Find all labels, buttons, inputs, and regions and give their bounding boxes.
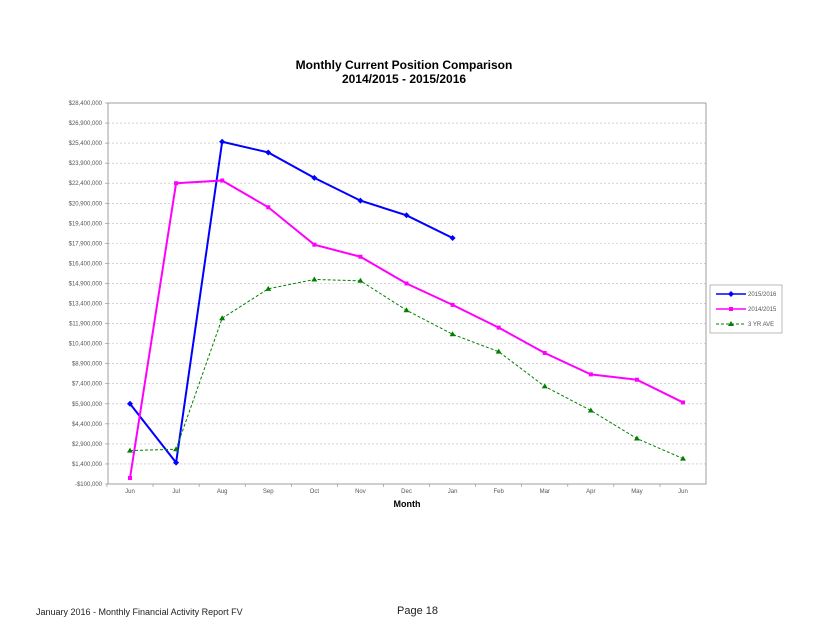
legend-marker-2014-2015 — [729, 307, 733, 311]
x-tick-label: Aug — [217, 489, 228, 495]
x-tick-label: Jan — [448, 489, 458, 495]
data-point-2015-2016 — [311, 174, 318, 181]
legend: 2015/2016 2014/2015 3 YR AVE — [709, 284, 783, 334]
footer-report-title: January 2016 - Monthly Financial Activit… — [36, 607, 243, 617]
legend-marker-2015-2016 — [728, 291, 734, 297]
data-point-3-yr-ave — [541, 383, 548, 389]
y-tick-label: $8,900,000 — [72, 362, 103, 368]
data-point-3-yr-ave — [449, 331, 456, 337]
data-point-2014-2015 — [220, 178, 225, 183]
x-tick-label: Nov — [355, 489, 366, 495]
data-point-2014-2015 — [588, 372, 593, 377]
legend-label-2015-2016: 2015/2016 — [748, 292, 777, 298]
data-point-2015-2016 — [403, 212, 410, 219]
data-point-2014-2015 — [174, 181, 179, 186]
data-point-3-yr-ave — [495, 348, 502, 354]
data-point-2014-2015 — [128, 475, 132, 480]
y-tick-label: $17,900,000 — [69, 241, 103, 247]
y-tick-label: $1,400,000 — [72, 462, 103, 468]
y-tick-label: $13,400,000 — [69, 302, 103, 308]
data-point-2015-2016 — [173, 459, 180, 466]
series-line-2014-2015 — [129, 179, 684, 479]
y-tick-label: $22,400,000 — [69, 181, 103, 187]
data-point-2015-2016 — [449, 235, 456, 242]
x-tick-label: Feb — [493, 489, 504, 495]
data-point-3-yr-ave — [173, 446, 180, 452]
data-point-2014-2015 — [266, 205, 271, 210]
chart-title: Monthly Current Position Comparison — [296, 58, 513, 72]
data-point-2015-2016 — [127, 400, 133, 407]
y-tick-label: $26,900,000 — [69, 121, 103, 127]
y-tick-label: $23,900,000 — [69, 161, 103, 167]
data-point-3-yr-ave — [403, 307, 410, 313]
data-point-2014-2015 — [681, 400, 685, 405]
y-tick-label: $4,400,000 — [72, 422, 103, 428]
plot-area — [107, 102, 707, 485]
data-point-3-yr-ave — [219, 315, 226, 321]
series-line-2015-2016 — [129, 140, 454, 466]
y-tick-label: $16,400,000 — [69, 261, 103, 267]
data-point-2014-2015 — [496, 325, 501, 330]
chart-subtitle: 2014/2015 - 2015/2016 — [342, 72, 466, 86]
data-point-3-yr-ave — [357, 277, 364, 283]
y-tick-label: $28,400,000 — [69, 101, 103, 107]
x-tick-label: Oct — [310, 489, 320, 495]
x-tick-label: Sep — [263, 489, 274, 495]
legend-label-2014-2015: 2014/2015 — [748, 307, 777, 313]
x-tick-label: Jun — [125, 489, 135, 495]
x-tick-label: Dec — [401, 489, 412, 495]
footer-page-number: Page 18 — [397, 605, 438, 617]
y-tick-label: $25,400,000 — [69, 141, 103, 147]
x-tick-label: Apr — [586, 489, 595, 495]
data-point-3-yr-ave — [587, 407, 594, 413]
y-tick-label: $5,900,000 — [72, 402, 103, 408]
data-point-2014-2015 — [542, 350, 547, 355]
y-tick-label: $19,400,000 — [69, 221, 103, 227]
data-point-2014-2015 — [450, 302, 455, 307]
y-tick-label: $20,900,000 — [69, 201, 103, 207]
data-point-3-yr-ave — [680, 455, 686, 461]
y-tick-label: $7,400,000 — [72, 382, 103, 388]
y-tick-label: -$100,000 — [75, 482, 103, 488]
x-axis-label: Month — [394, 499, 421, 509]
data-point-3-yr-ave — [127, 447, 133, 453]
data-point-2015-2016 — [265, 149, 272, 156]
data-point-2014-2015 — [312, 242, 317, 247]
data-point-2014-2015 — [358, 254, 363, 259]
data-point-3-yr-ave — [633, 435, 640, 441]
y-tick-label: $10,400,000 — [69, 342, 103, 348]
x-tick-label: Jul — [172, 489, 180, 495]
legend-label-3-yr-ave: 3 YR AVE — [748, 322, 774, 328]
legend-marker-3-yr-ave — [728, 321, 734, 326]
series-line-3-yr-ave — [129, 278, 684, 460]
x-tick-label: May — [631, 489, 642, 495]
y-tick-label: $14,900,000 — [69, 281, 103, 287]
x-tick-label: Mar — [540, 489, 550, 495]
data-point-2014-2015 — [634, 377, 639, 382]
data-point-2015-2016 — [357, 197, 364, 204]
data-point-2015-2016 — [219, 138, 226, 145]
x-tick-label: Jun — [678, 489, 688, 495]
y-tick-label: $2,900,000 — [72, 442, 103, 448]
y-tick-label: $11,900,000 — [69, 322, 103, 328]
data-point-2014-2015 — [404, 281, 409, 286]
data-point-3-yr-ave — [265, 285, 272, 291]
data-point-3-yr-ave — [311, 276, 318, 282]
